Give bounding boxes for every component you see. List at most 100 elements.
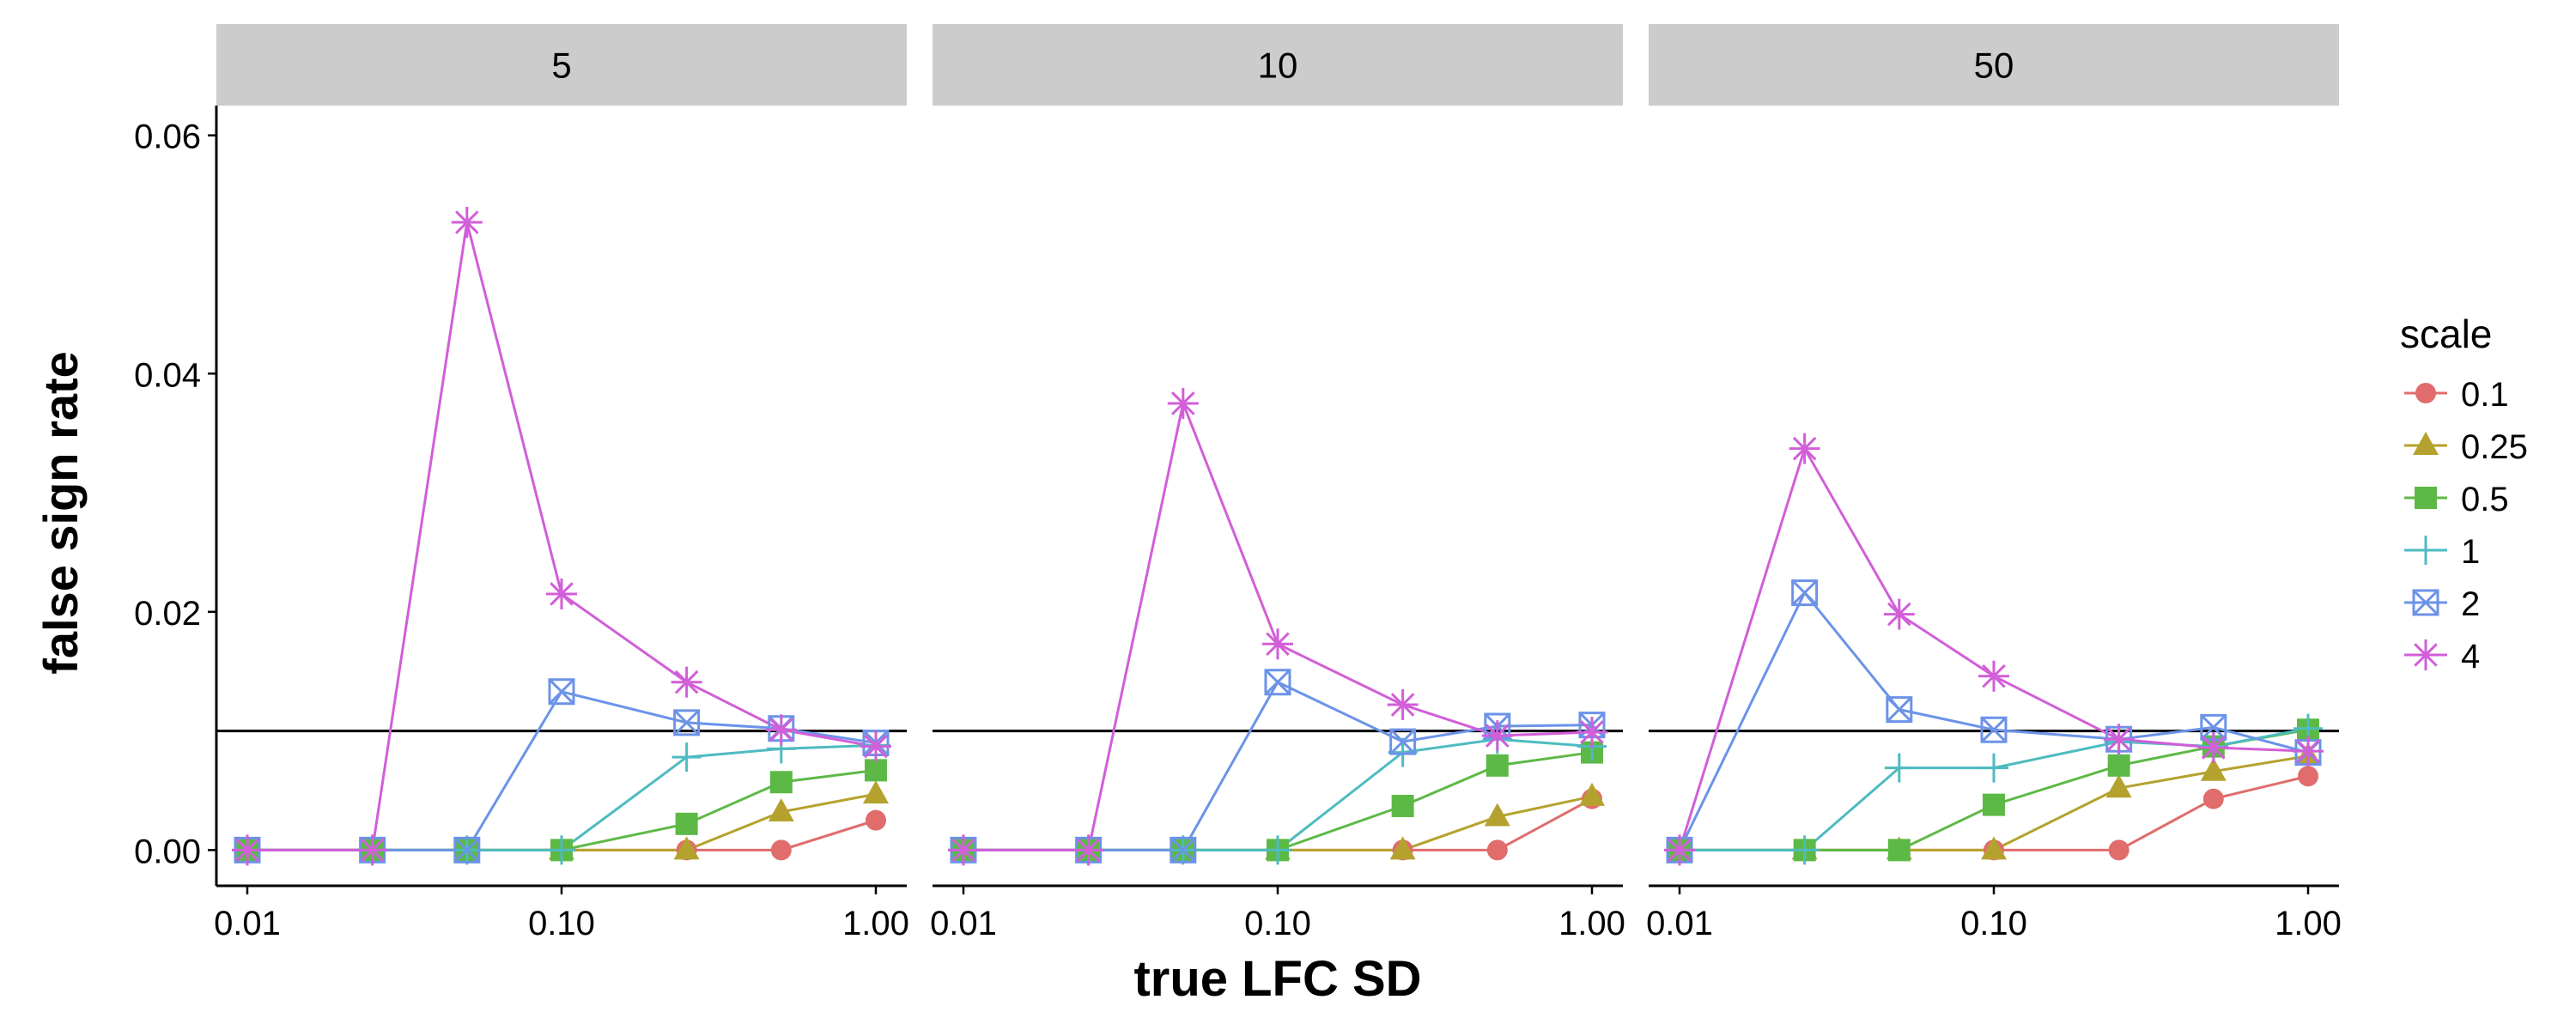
data-point-0_5 bbox=[2107, 754, 2130, 777]
data-point-4 bbox=[948, 834, 979, 866]
y-axis-title: false sign rate bbox=[33, 351, 88, 675]
data-point-0_25 bbox=[2200, 757, 2227, 781]
data-point-0_25 bbox=[673, 836, 700, 860]
data-point-2 bbox=[2200, 713, 2227, 741]
data-point-0_25 bbox=[863, 780, 889, 804]
legend-label: 0.1 bbox=[2461, 376, 2509, 414]
data-point-4 bbox=[2103, 724, 2135, 755]
data-point-0_5 bbox=[675, 812, 698, 835]
legend-label: 2 bbox=[2461, 585, 2480, 623]
data-point-4 bbox=[1167, 387, 1199, 419]
data-point-2 bbox=[1886, 696, 1913, 724]
data-point-4 bbox=[356, 834, 388, 866]
legend-item-4: 4 bbox=[2404, 638, 2480, 676]
data-point-4 bbox=[232, 834, 263, 866]
data-point-2 bbox=[1264, 669, 1291, 696]
facet-strip-label: 5 bbox=[551, 45, 571, 86]
data-point-0_25 bbox=[2105, 774, 2132, 798]
data-point-0_5 bbox=[865, 759, 887, 782]
legend-label: 4 bbox=[2461, 638, 2480, 676]
data-point-0_5 bbox=[1485, 754, 1509, 777]
legend: scale 0.1 0.25 0.5 1 2 4 bbox=[2400, 312, 2528, 676]
y-tick-label: 0.00 bbox=[134, 833, 201, 870]
x-tick-label: 0.10 bbox=[1960, 905, 2027, 942]
facet-panel-50: 50 0.01 0.10 1.00 bbox=[1646, 24, 2342, 942]
data-point-0_5 bbox=[1983, 793, 2005, 816]
x-tick-label: 0.01 bbox=[214, 905, 281, 942]
data-point-0_1 bbox=[2298, 766, 2318, 787]
data-point-1 bbox=[671, 742, 702, 772]
data-point-4 bbox=[1664, 834, 1695, 866]
data-point-2 bbox=[1389, 728, 1417, 755]
x-tick-label: 0.01 bbox=[930, 905, 997, 942]
data-point-2 bbox=[1170, 836, 1197, 863]
legend-item-2: 2 bbox=[2404, 585, 2480, 623]
data-point-4 bbox=[765, 714, 797, 746]
legend-key-marker bbox=[2412, 589, 2439, 616]
data-point-4 bbox=[1262, 628, 1293, 660]
data-point-0_1 bbox=[2202, 788, 2224, 809]
data-point-0_5 bbox=[1391, 795, 1414, 818]
data-point-2 bbox=[548, 678, 575, 706]
legend-item-0_25: 0.25 bbox=[2404, 428, 2528, 466]
legend-title: scale bbox=[2400, 312, 2492, 356]
data-point-4 bbox=[860, 730, 891, 762]
data-point-0_5 bbox=[1887, 839, 1911, 862]
y-tick-label: 0.02 bbox=[134, 595, 201, 633]
data-point-4 bbox=[546, 578, 577, 609]
x-tick-label: 1.00 bbox=[2275, 905, 2342, 942]
legend-label: 0.5 bbox=[2461, 481, 2509, 518]
data-point-1 bbox=[1263, 835, 1292, 865]
data-point-0_25 bbox=[1579, 782, 1605, 806]
series-line-4 bbox=[963, 398, 1593, 851]
legend-item-0_5: 0.5 bbox=[2404, 481, 2509, 518]
data-point-4 bbox=[1789, 433, 1820, 464]
legend-key-marker bbox=[2415, 383, 2436, 403]
data-point-4 bbox=[1577, 716, 1607, 748]
data-point-4 bbox=[1978, 660, 2009, 692]
data-point-0_25 bbox=[1484, 803, 1510, 827]
x-tick-label: 0.10 bbox=[528, 905, 595, 942]
legend-key-marker bbox=[2410, 639, 2441, 670]
facet-strip bbox=[1649, 24, 2339, 106]
data-point-4 bbox=[671, 666, 702, 698]
facet-panel-5: 5 0.01 0.10 1.00 bbox=[214, 24, 909, 942]
x-axis-title: true LFC SD bbox=[1133, 951, 1421, 1007]
legend-key-marker bbox=[2413, 432, 2439, 455]
facet-strip bbox=[933, 24, 1623, 106]
data-point-0_25 bbox=[1389, 836, 1416, 860]
x-tick-label: 0.10 bbox=[1244, 905, 1311, 942]
facet-strip-label: 50 bbox=[1974, 45, 2014, 86]
data-point-0_25 bbox=[768, 797, 794, 821]
data-point-1 bbox=[1884, 753, 1914, 783]
legend-key-marker bbox=[2411, 536, 2440, 565]
data-point-0_5 bbox=[769, 771, 793, 794]
facet-strip-label: 10 bbox=[1258, 45, 1298, 86]
legend-item-0_1: 0.1 bbox=[2404, 376, 2509, 414]
facet-panel-10: 10 0.01 0.10 1.00 bbox=[930, 24, 1625, 942]
legend-item-1: 1 bbox=[2404, 533, 2480, 571]
x-tick-label: 1.00 bbox=[1558, 905, 1625, 942]
data-point-0_1 bbox=[770, 839, 792, 861]
data-point-4 bbox=[1883, 598, 1915, 630]
data-point-4 bbox=[1387, 689, 1419, 721]
data-point-1 bbox=[547, 835, 576, 865]
data-point-4 bbox=[451, 207, 483, 239]
y-tick-label: 0.04 bbox=[134, 356, 201, 394]
data-point-0_1 bbox=[2108, 839, 2129, 861]
data-point-2 bbox=[1791, 579, 1819, 607]
facet-strip bbox=[216, 24, 907, 106]
data-point-0_25 bbox=[1981, 836, 2007, 860]
legend-key-marker bbox=[2415, 487, 2437, 509]
data-point-4 bbox=[2197, 732, 2229, 764]
data-point-2 bbox=[453, 836, 481, 863]
x-tick-label: 1.00 bbox=[842, 905, 909, 942]
data-point-2 bbox=[1980, 716, 2008, 743]
y-tick-label: 0.06 bbox=[134, 118, 201, 156]
x-tick-label: 0.01 bbox=[1646, 905, 1713, 942]
data-point-4 bbox=[1481, 720, 1513, 752]
data-point-4 bbox=[2293, 736, 2324, 767]
data-point-4 bbox=[1072, 834, 1104, 866]
